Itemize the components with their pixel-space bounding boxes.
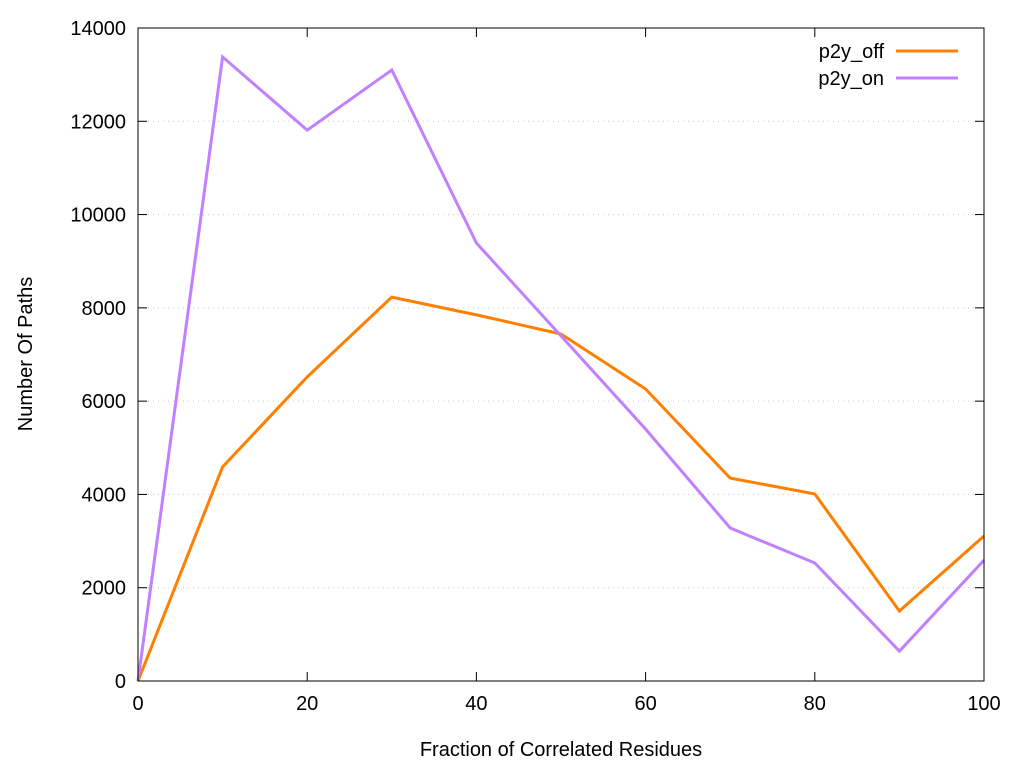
legend-label: p2y_off [819, 41, 885, 63]
x-tick-label: 100 [967, 693, 1000, 715]
y-tick-label: 12000 [70, 111, 126, 133]
x-tick-label: 0 [132, 693, 143, 715]
plot-frame [137, 27, 985, 682]
y-tick-label: 8000 [82, 298, 127, 320]
series-lines [136, 53, 986, 682]
x-tick-label: 60 [634, 693, 656, 715]
y-tick-label: 0 [115, 671, 126, 693]
series-line-p2y_on [136, 53, 986, 682]
x-tick-label: 20 [296, 693, 318, 715]
axis-ticks: 0 2000 4000 6000 8000 10000 12000 14000 0 20 40 60 8… [70, 18, 1000, 715]
legend-label: p2y_on [818, 68, 884, 90]
y-axis-label: Number Of Paths [15, 277, 37, 432]
legend: p2y_off p2y_on [818, 41, 958, 90]
x-tick-label: 80 [804, 693, 826, 715]
y-tick-label: 4000 [82, 484, 127, 506]
y-tick-label: 2000 [82, 578, 127, 600]
x-tick-label: 40 [465, 693, 487, 715]
y-tick-label: 6000 [82, 391, 127, 413]
x-axis-label: Fraction of Correlated Residues [420, 739, 702, 761]
grid-lines [138, 120, 984, 589]
y-tick-label: 14000 [70, 18, 126, 40]
y-tick-label: 10000 [70, 205, 126, 227]
series-line-p2y_off [136, 295, 985, 682]
